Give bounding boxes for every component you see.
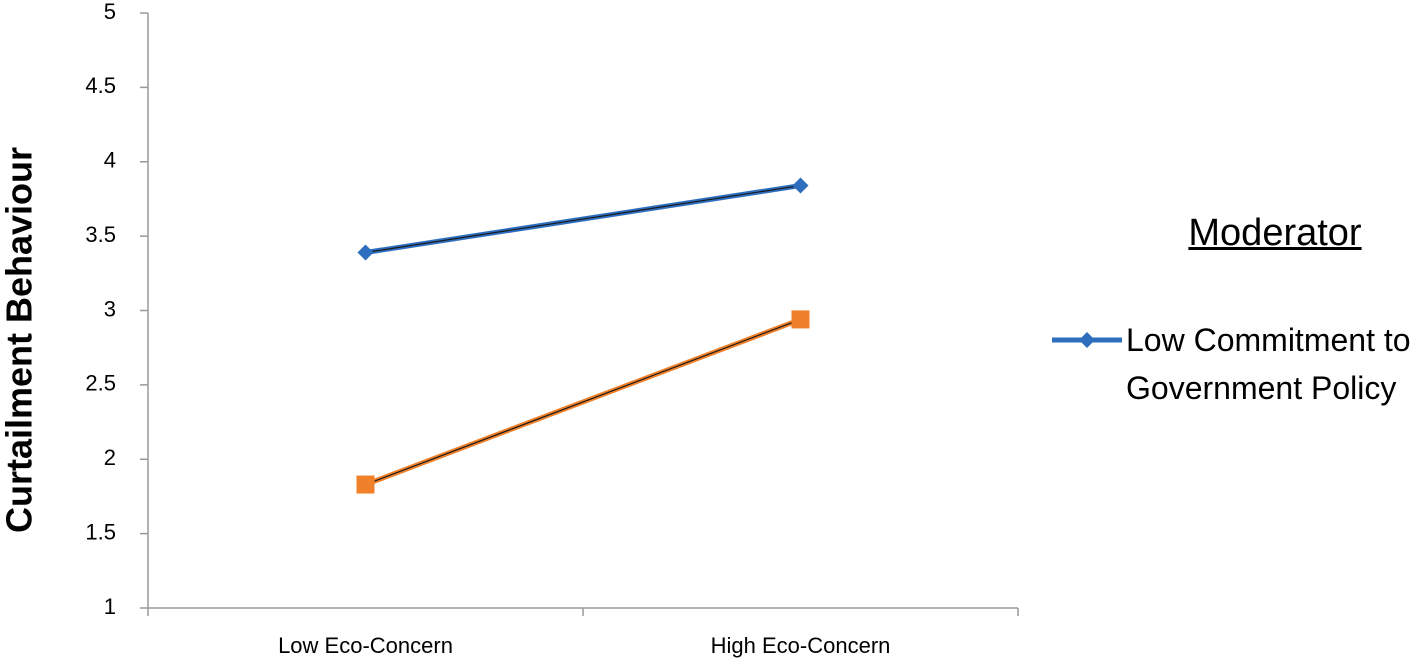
legend-label: Low Commitment to Government Policy — [1126, 322, 1411, 406]
x-tick-label: Low Eco-Concern — [278, 633, 453, 658]
y-tick-label: 4.5 — [85, 73, 116, 98]
y-tick-label: 3 — [104, 296, 116, 321]
y-tick-label: 3.5 — [85, 222, 116, 247]
marker — [792, 177, 809, 194]
marker — [356, 475, 375, 494]
y-tick-label: 4 — [104, 148, 116, 173]
y-tick-label: 1 — [104, 594, 116, 619]
y-axis-title: Curtailment Behaviour — [0, 147, 40, 533]
series-line-core — [365, 184, 801, 254]
y-tick-label: 2 — [104, 445, 116, 470]
marker — [357, 244, 374, 261]
y-tick-label: 2.5 — [85, 371, 116, 396]
legend-title: Moderator — [1188, 212, 1362, 254]
legend-marker — [1079, 332, 1095, 348]
series-line-core — [365, 318, 801, 486]
y-tick-label: 5 — [104, 0, 116, 24]
x-tick-label: High Eco-Concern — [711, 633, 891, 658]
y-tick-label: 1.5 — [85, 519, 116, 544]
marker — [791, 310, 810, 329]
